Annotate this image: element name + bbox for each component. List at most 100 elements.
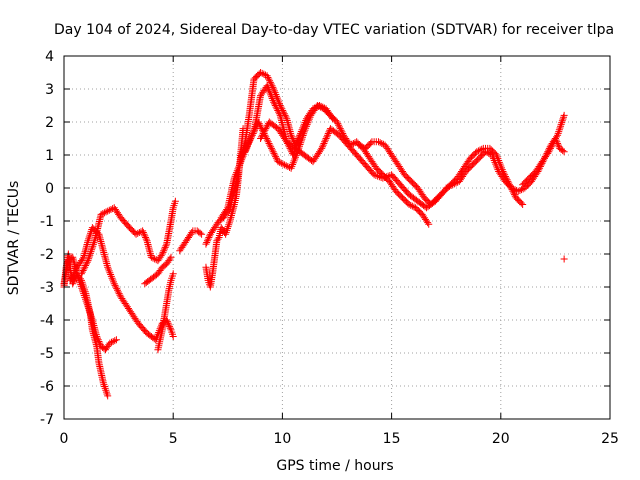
data-point <box>279 160 287 168</box>
data-point <box>407 201 415 209</box>
data-point <box>85 255 93 263</box>
data-point <box>560 111 568 119</box>
data-point <box>560 113 568 121</box>
data-point <box>376 139 384 147</box>
x-tick-labels: 0 5 10 15 20 25 <box>60 431 619 447</box>
data-point <box>545 148 553 156</box>
data-point <box>84 257 92 265</box>
data-point <box>386 171 394 179</box>
data-point <box>247 133 255 141</box>
data-point <box>266 77 274 85</box>
data-point <box>236 159 244 167</box>
data-point <box>473 148 481 156</box>
data-point <box>169 270 177 278</box>
data-point <box>317 103 325 111</box>
data-point <box>67 276 75 284</box>
data-point <box>109 337 117 345</box>
data-point <box>93 333 101 340</box>
data-point <box>255 120 263 128</box>
axis-ticks <box>63 55 611 420</box>
data-point <box>313 102 321 109</box>
data-point <box>445 182 453 190</box>
data-point <box>355 141 363 149</box>
data-point <box>163 318 171 326</box>
data-point <box>132 230 140 238</box>
data-point <box>202 240 210 248</box>
data-point <box>323 133 331 141</box>
data-point <box>232 170 240 178</box>
data-point <box>299 132 307 139</box>
data-point <box>511 186 519 194</box>
data-point <box>77 270 85 278</box>
data-point <box>259 130 267 138</box>
data-point <box>250 126 258 134</box>
x-axis-label: GPS time / hours <box>276 458 393 474</box>
data-point <box>374 138 382 146</box>
y-tick-label: -3 <box>40 280 54 296</box>
data-point <box>223 205 231 213</box>
data-point <box>449 181 457 189</box>
data-point <box>157 252 165 260</box>
data-point <box>546 146 554 154</box>
x-tick-label: 15 <box>383 431 401 447</box>
data-point <box>356 142 364 150</box>
data-point <box>275 110 283 118</box>
data-point <box>281 161 289 169</box>
data-point <box>509 185 517 193</box>
data-point <box>516 186 524 194</box>
data-point <box>167 253 175 261</box>
data-series <box>519 135 568 189</box>
data-point <box>514 187 522 195</box>
y-tick-labels: -7 -6 -5 -4 -3 -2 -1 0 1 2 3 4 <box>40 49 54 428</box>
data-series <box>176 227 206 255</box>
x-tick-label: 25 <box>601 431 619 447</box>
data-point <box>79 288 87 296</box>
data-point <box>141 232 149 240</box>
data-point <box>548 141 556 149</box>
data-point <box>89 242 97 250</box>
data-point <box>257 69 265 76</box>
data-point <box>266 141 274 149</box>
data-point <box>425 220 433 228</box>
data-point <box>161 243 169 251</box>
data-marks <box>60 69 568 400</box>
data-point <box>262 125 270 133</box>
data-point <box>447 182 455 190</box>
data-point <box>88 244 96 252</box>
x-tick-label: 5 <box>169 431 178 447</box>
data-point <box>248 131 256 139</box>
data-point <box>315 102 323 110</box>
data-point <box>149 254 157 262</box>
data-point <box>104 207 112 215</box>
data-point <box>105 206 113 214</box>
data-point <box>257 133 265 141</box>
data-point <box>291 155 299 163</box>
data-point <box>559 147 567 155</box>
y-tick-label: 3 <box>45 82 54 98</box>
data-point <box>134 229 142 237</box>
x-tick-label: 10 <box>273 431 291 447</box>
y-tick-label: -5 <box>40 346 54 362</box>
data-point <box>552 136 560 144</box>
data-point <box>273 105 281 113</box>
data-point <box>86 249 94 257</box>
data-point <box>272 154 280 162</box>
data-point <box>442 184 450 192</box>
data-point <box>517 199 525 207</box>
data-point <box>270 100 278 108</box>
data-point <box>318 144 326 152</box>
data-point <box>89 240 97 248</box>
data-point <box>266 78 274 86</box>
data-series <box>560 255 568 263</box>
data-point <box>263 135 271 142</box>
data-point <box>265 139 273 147</box>
data-point <box>370 171 378 179</box>
y-tick-label: -4 <box>40 313 54 329</box>
data-point <box>270 98 278 106</box>
data-point <box>225 221 233 229</box>
data-point <box>282 162 290 170</box>
data-point <box>162 242 170 250</box>
data-point <box>106 339 114 347</box>
data-point <box>101 384 109 392</box>
data-point <box>111 337 119 345</box>
